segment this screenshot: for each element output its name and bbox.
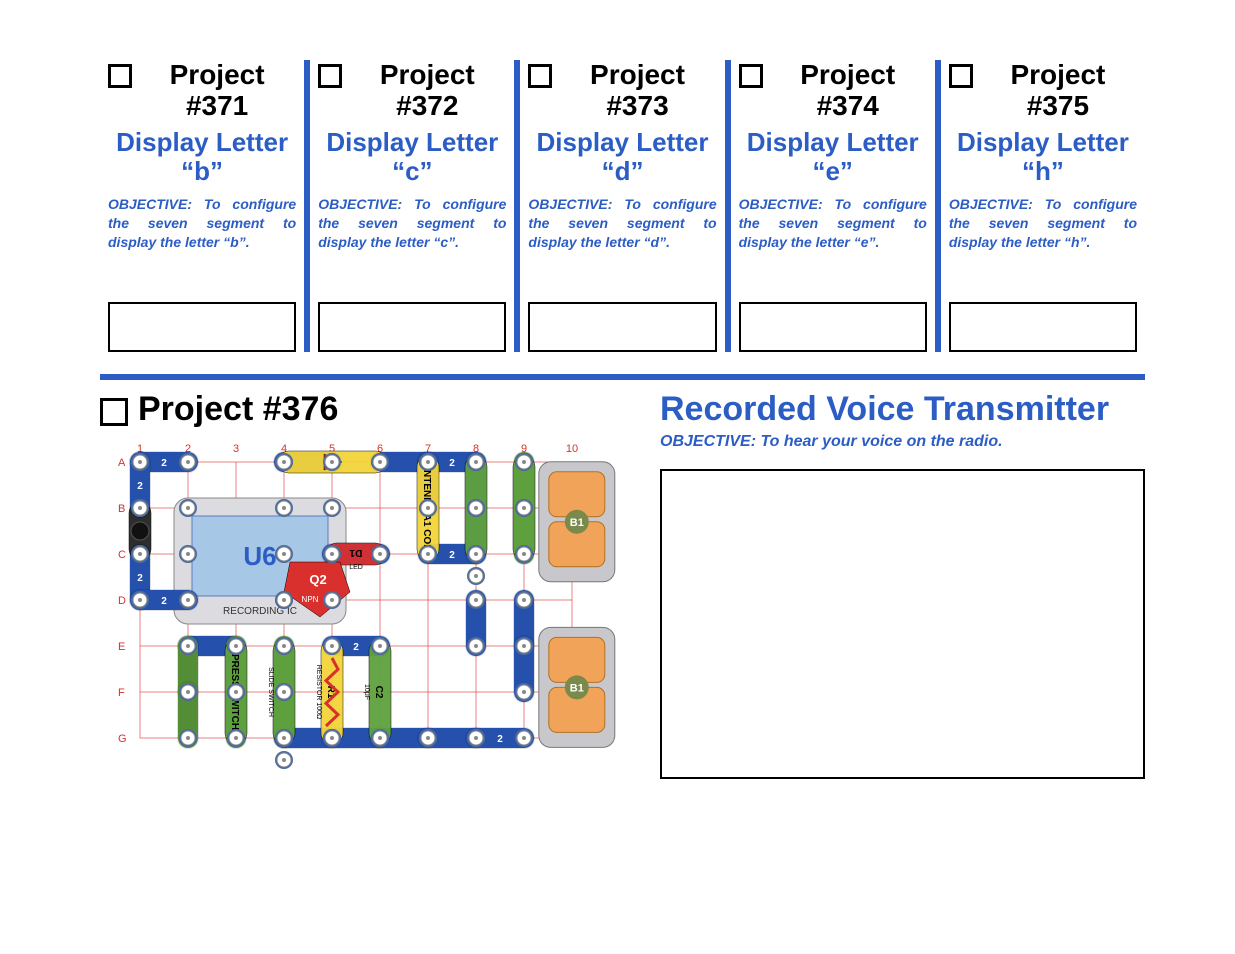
checkbox[interactable] [949,64,973,88]
svg-text:2: 2 [137,573,143,584]
svg-text:NPN: NPN [302,595,319,604]
svg-text:B1: B1 [570,682,584,694]
card-head: Project #375 [949,60,1137,122]
project-objective: OBJECTIVE: To hear your voice on the rad… [660,433,1145,451]
svg-text:F: F [118,687,125,699]
card-head: Project #371 [108,60,296,122]
checkbox[interactable] [100,398,128,426]
project-number: Project #371 [138,60,296,122]
project-objective: OBJECTIVE: To configure the seven segmen… [528,195,716,252]
svg-text:2: 2 [161,458,167,469]
card-head: Project #372 [318,60,506,122]
answer-box [949,302,1137,352]
project-title: Recorded Voice Transmitter [660,390,1145,429]
project-title: Display Letter “h” [949,128,1137,188]
svg-text:SLIDE SWITCH: SLIDE SWITCH [267,667,274,717]
svg-text:2: 2 [161,596,167,607]
page: Project #371 Display Letter “b” OBJECTIV… [0,0,1235,837]
svg-text:D: D [118,595,126,607]
project-card-375: Project #375 Display Letter “h” OBJECTIV… [941,60,1145,352]
svg-text:3: 3 [233,443,239,455]
svg-text:A: A [118,457,126,469]
answer-box [108,302,296,352]
project-objective: OBJECTIVE: To configure the seven segmen… [318,195,506,252]
project-card-374: Project #374 Display Letter “e” OBJECTIV… [731,60,941,352]
svg-text:D1: D1 [349,547,362,558]
project-card-373: Project #373 Display Letter “d” OBJECTIV… [520,60,730,352]
svg-text:Q2: Q2 [309,572,326,587]
svg-text:2: 2 [353,642,359,653]
checkbox[interactable] [108,64,132,88]
project-title: Display Letter “b” [108,128,296,188]
svg-text:U6: U6 [243,541,276,571]
svg-text:10: 10 [566,443,578,455]
project-number: Project #373 [558,60,716,122]
svg-text:E: E [118,641,125,653]
card-head: Project #373 [528,60,716,122]
svg-text:LED: LED [349,564,363,571]
project-objective: OBJECTIVE: To configure the seven segmen… [739,195,927,252]
bottom-left-head: Project #376 [100,390,640,429]
divider [100,374,1145,380]
checkbox[interactable] [528,64,552,88]
project-number: Project #375 [979,60,1137,122]
svg-text:G: G [118,733,127,745]
project-objective: OBJECTIVE: To configure the seven segmen… [108,195,296,252]
svg-text:RESISTOR 100Ω: RESISTOR 100Ω [315,665,322,720]
bottom-right: Recorded Voice Transmitter OBJECTIVE: To… [660,384,1145,797]
project-card-371: Project #371 Display Letter “b” OBJECTIV… [100,60,310,352]
checkbox[interactable] [739,64,763,88]
svg-text:C: C [118,549,126,561]
circuit-diagram: 12345678910ABCDEFG B1B1 U6RECORDING IC 2… [100,437,620,797]
svg-text:10μF: 10μF [363,684,370,700]
project-title: Display Letter “d” [528,128,716,188]
projects-row: Project #371 Display Letter “b” OBJECTIV… [100,60,1145,352]
svg-text:2: 2 [449,458,455,469]
svg-text:C2: C2 [373,686,384,699]
svg-text:2: 2 [137,481,143,492]
bottom-left: Project #376 12345678910ABCDEFG B1B1 U6R… [100,384,640,797]
svg-text:2: 2 [497,734,503,745]
svg-text:B: B [118,503,125,515]
answer-box [318,302,506,352]
project-title: Display Letter “e” [739,128,927,188]
project-title: Display Letter “c” [318,128,506,188]
instructions-box [660,469,1145,779]
bottom-row: Project #376 12345678910ABCDEFG B1B1 U6R… [100,384,1145,797]
project-number: Project #372 [348,60,506,122]
svg-text:2: 2 [449,550,455,561]
project-card-372: Project #372 Display Letter “c” OBJECTIV… [310,60,520,352]
svg-text:B1: B1 [570,517,584,529]
answer-box [528,302,716,352]
project-number: Project #374 [769,60,927,122]
project-objective: OBJECTIVE: To configure the seven segmen… [949,195,1137,252]
answer-box [739,302,927,352]
checkbox[interactable] [318,64,342,88]
card-head: Project #374 [739,60,927,122]
project-number: Project #376 [138,390,338,429]
